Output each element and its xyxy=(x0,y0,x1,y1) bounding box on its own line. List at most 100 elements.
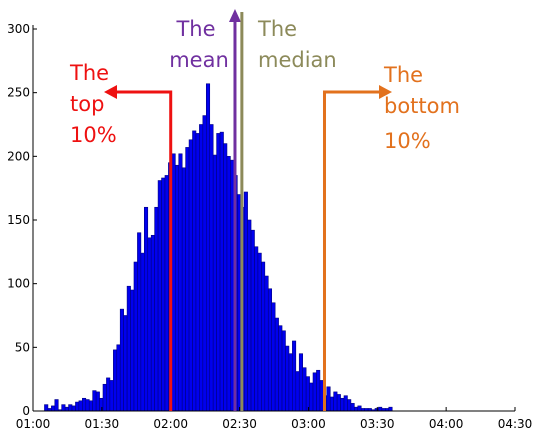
histogram-bar xyxy=(274,317,279,412)
histogram-bar xyxy=(357,405,362,412)
histogram-bar xyxy=(281,330,286,412)
histogram-bar xyxy=(285,345,290,412)
top10-arrow-line xyxy=(114,90,173,411)
histogram-bar xyxy=(181,167,186,412)
mean-arrowhead xyxy=(228,9,241,22)
y-tick-label: 250 xyxy=(7,86,30,100)
histogram-bar xyxy=(119,308,124,412)
histogram-bar xyxy=(254,246,259,412)
histogram-bar xyxy=(54,399,59,412)
histogram-bar xyxy=(326,386,331,412)
mean-label-line2: mean xyxy=(169,48,229,72)
histogram-bar xyxy=(64,406,69,412)
histogram-bar xyxy=(226,156,231,412)
histogram-bar xyxy=(292,340,297,412)
mean-annotation: The mean xyxy=(169,9,241,411)
histogram-bar xyxy=(126,285,131,412)
histogram-bar xyxy=(388,406,393,412)
histogram-bar xyxy=(44,404,49,412)
histogram-bar xyxy=(333,391,338,412)
histogram-bar xyxy=(113,349,118,412)
y-tick-label: 200 xyxy=(7,149,30,163)
top10-annotation: The top 10% xyxy=(69,61,173,411)
bottom10-arrowhead xyxy=(379,85,392,99)
histogram-bar xyxy=(85,399,90,412)
x-tick-label: 03:00 xyxy=(291,417,326,431)
y-tick-label: 300 xyxy=(7,22,30,36)
histogram-bar xyxy=(288,353,293,412)
bottom10-label-line1: The xyxy=(383,63,423,87)
histogram-bar xyxy=(192,130,197,412)
histogram-bar xyxy=(137,232,142,412)
histogram-bar xyxy=(75,401,80,412)
y-tick-label: 150 xyxy=(7,213,30,227)
histogram-bar xyxy=(305,376,310,412)
histogram-bar xyxy=(312,372,317,412)
histogram-bar xyxy=(195,133,200,412)
histogram-bar xyxy=(202,115,207,412)
histogram-bar xyxy=(147,237,152,412)
median-annotation: The median xyxy=(240,12,337,411)
histogram-bar xyxy=(51,405,56,412)
histogram-bar xyxy=(164,175,169,412)
histogram-bar xyxy=(216,133,221,412)
histogram-bar xyxy=(61,404,66,412)
histogram-bar xyxy=(340,397,345,412)
histogram-bar xyxy=(378,406,383,412)
histogram-bar xyxy=(161,177,166,412)
histogram-bar xyxy=(329,396,334,412)
histogram-bar xyxy=(133,261,138,412)
histogram-bar xyxy=(78,400,83,412)
x-tick-label: 04:30 xyxy=(498,417,533,431)
mean-label-line1: The xyxy=(175,17,215,41)
bottom10-label-line3: 10% xyxy=(384,129,431,153)
histogram-bar xyxy=(278,325,283,412)
histogram-bar xyxy=(267,288,273,412)
histogram-bar xyxy=(261,261,266,412)
histogram-bar xyxy=(88,400,93,412)
histogram-bar xyxy=(343,395,348,412)
histogram-bar xyxy=(140,252,145,412)
histogram-bar xyxy=(116,344,121,412)
histogram-bar xyxy=(302,367,307,412)
x-tick-labels: 01:00 01:30 02:00 02:30 03:00 03:30 04:00 04:30 xyxy=(16,407,533,431)
bottom10-arrow-line xyxy=(322,90,381,411)
histogram-bar xyxy=(298,353,303,412)
histogram-bar xyxy=(309,382,314,412)
histogram-bar xyxy=(150,234,155,412)
x-tick-label: 04:00 xyxy=(429,417,464,431)
bottom10-label-line2: bottom xyxy=(384,94,460,118)
histogram-bar xyxy=(144,206,149,412)
x-tick-label: 01:30 xyxy=(85,417,120,431)
histogram-bar xyxy=(247,219,252,412)
histogram-bar xyxy=(178,153,183,412)
histogram-bar xyxy=(257,252,262,412)
histogram-bar xyxy=(209,124,214,412)
top10-label-line2: top xyxy=(70,92,104,116)
y-tick-label: 50 xyxy=(15,340,30,354)
histogram-bar xyxy=(71,405,76,412)
histogram-bar xyxy=(347,399,352,412)
x-tick-label: 01:00 xyxy=(16,417,51,431)
histogram-bar xyxy=(99,397,104,412)
histogram-bar xyxy=(230,159,235,412)
histogram-bar xyxy=(68,404,73,412)
histogram-bar xyxy=(319,380,324,412)
axes xyxy=(32,25,515,412)
histogram-bar xyxy=(95,391,100,412)
histogram-bar xyxy=(109,380,114,412)
x-tick-label: 02:30 xyxy=(222,417,257,431)
median-label-line1: The xyxy=(257,17,297,41)
histogram-bar xyxy=(123,315,128,412)
histogram-bar xyxy=(350,403,355,412)
y-tick-labels: 0 50 100 150 200 250 300 xyxy=(7,22,37,418)
histogram-bar xyxy=(219,131,224,412)
histogram-bar xyxy=(188,139,193,412)
histogram-bar xyxy=(354,406,359,412)
histogram-bar xyxy=(264,275,269,412)
histogram-bar xyxy=(223,143,228,412)
histogram-bar xyxy=(271,302,276,412)
histogram-bar xyxy=(199,124,204,412)
median-label-line2: median xyxy=(258,48,337,72)
